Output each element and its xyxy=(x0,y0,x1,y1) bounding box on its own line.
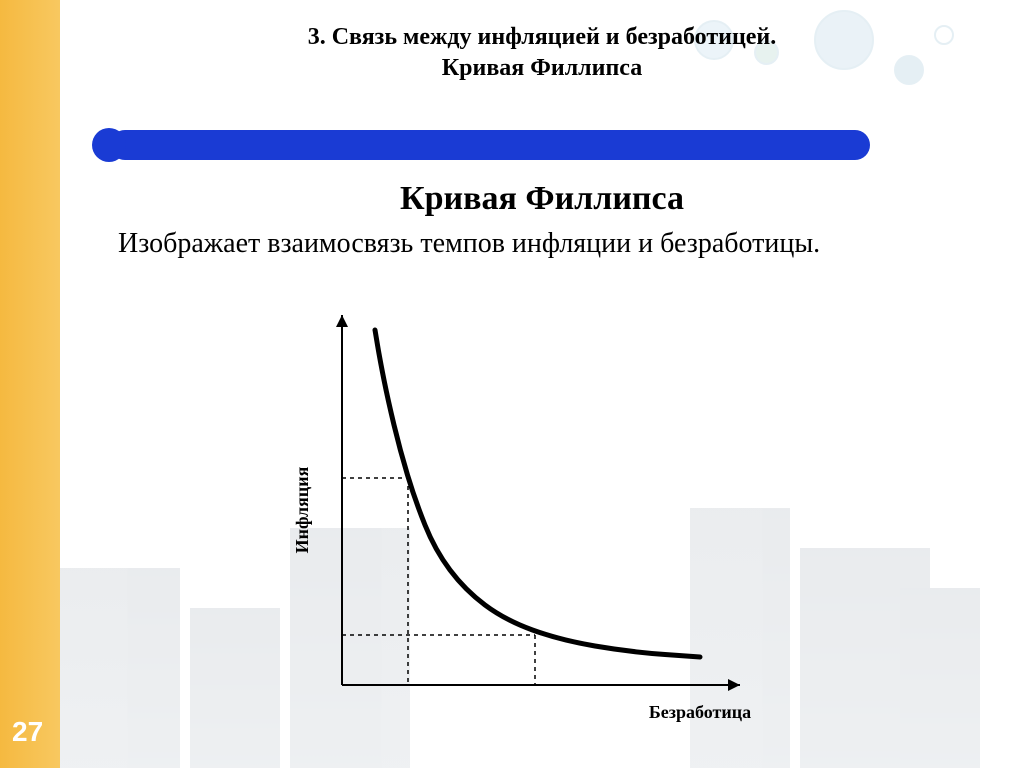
reference-lines xyxy=(342,478,535,685)
chart-title: Кривая Филлипса xyxy=(90,180,994,218)
phillips-curve-chart: Инфляция Безработица xyxy=(280,300,800,730)
left-accent-band xyxy=(0,0,60,768)
page-number: 27 xyxy=(12,716,43,748)
phillips-curve xyxy=(375,330,700,657)
y-axis-arrow-icon xyxy=(336,315,348,327)
x-axis-arrow-icon xyxy=(728,679,740,691)
chart-svg: Инфляция Безработица xyxy=(280,300,800,730)
content-area: Кривая Филлипса Изображает взаимосвязь т… xyxy=(90,180,994,262)
title-divider-bar xyxy=(110,130,870,160)
slide-header: 3. Связь между инфляцией и безработицей.… xyxy=(60,22,1024,84)
header-line-1: 3. Связь между инфляцией и безработицей. xyxy=(60,22,1024,53)
x-axis-label: Безработица xyxy=(649,702,751,722)
header-line-2: Кривая Филлипса xyxy=(60,53,1024,84)
chart-description: Изображает взаимосвязь темпов инфляции и… xyxy=(90,226,994,262)
y-axis-label: Инфляция xyxy=(292,466,312,553)
